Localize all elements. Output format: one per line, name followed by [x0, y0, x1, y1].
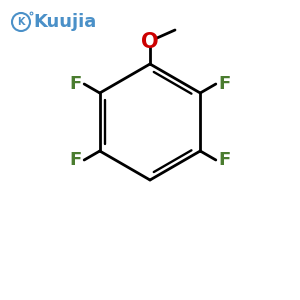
- Text: F: F: [69, 151, 81, 169]
- Text: F: F: [69, 75, 81, 93]
- Text: Kuujia: Kuujia: [33, 13, 96, 31]
- Text: F: F: [219, 151, 231, 169]
- Text: K: K: [17, 17, 25, 27]
- Text: O: O: [141, 32, 159, 52]
- Text: F: F: [219, 75, 231, 93]
